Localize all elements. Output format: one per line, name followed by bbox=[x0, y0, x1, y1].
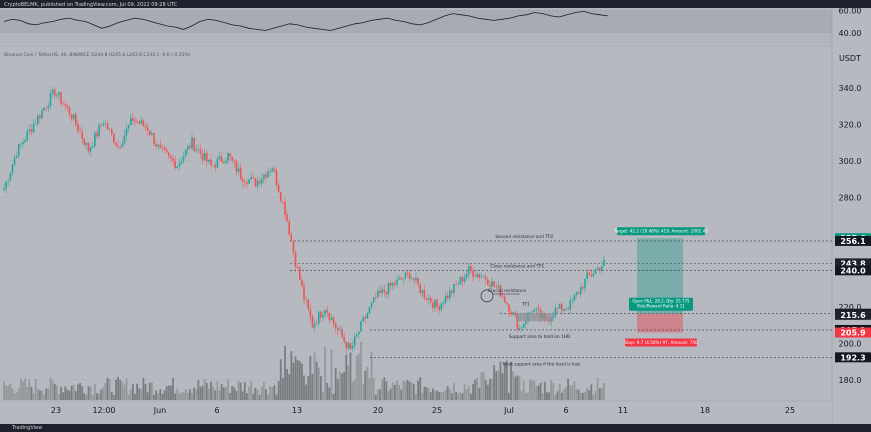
price-badge-label: 240.0 bbox=[840, 266, 866, 275]
rsi-band bbox=[0, 10, 832, 33]
y-axis-unit-label: USDT bbox=[839, 54, 861, 63]
price-tick-label: 200.0 bbox=[839, 339, 862, 348]
price-badge-label: 243.8 bbox=[840, 259, 866, 268]
time-tick-label: Jun bbox=[153, 406, 167, 415]
price-grid bbox=[0, 8, 833, 424]
target-label-box bbox=[617, 227, 705, 236]
time-tick-label: 6 bbox=[563, 406, 568, 415]
entry-label-pnl: Open P&L: 28.2, Qty: 25.775 bbox=[632, 299, 690, 304]
header-bar bbox=[0, 0, 871, 8]
candles bbox=[3, 86, 605, 353]
position-tool[interactable]: Target: 42.2 (19.48%) 419, Amount: 2002.… bbox=[613, 227, 708, 347]
volume-bars bbox=[3, 341, 605, 400]
time-tick-label: 25 bbox=[432, 406, 442, 415]
price-tick-label: 340.0 bbox=[839, 84, 862, 93]
level-label: Close resistance and TP1. bbox=[490, 263, 545, 269]
time-tick-label: 12:00 bbox=[92, 406, 115, 415]
annotation-crucial: Crucial resistance bbox=[488, 288, 527, 294]
price-badge-label: 256.1 bbox=[840, 237, 866, 246]
price-badge-label: 215.6 bbox=[840, 311, 866, 320]
resistance-circle bbox=[480, 289, 494, 303]
price-badge bbox=[835, 309, 871, 320]
rsi-panel: 60.00 40.00 bbox=[0, 6, 862, 47]
price-tick-label: 320.0 bbox=[839, 120, 862, 129]
price-badge-label: 192.3 bbox=[840, 353, 865, 362]
publisher-text: CryptoBELMK, published on TradingView.co… bbox=[4, 2, 178, 8]
price-badge bbox=[835, 265, 871, 276]
series-label: Binance Coin / TetherUS, 4h, BINANCE O24… bbox=[4, 52, 191, 58]
time-tick-label: 25 bbox=[785, 406, 795, 415]
stop-label-box bbox=[625, 338, 697, 347]
footer-brand: TradingView bbox=[11, 425, 42, 431]
annotations: Crucial resistance TF1 bbox=[480, 288, 554, 322]
price-tick-label: 220.0 bbox=[839, 303, 862, 312]
stop-label: Stop: 9.7 (4.50%) 97, Amount: 750 bbox=[624, 340, 698, 345]
rsi-tick-label: 60.00 bbox=[839, 6, 862, 15]
rsi-tick-label: 40.00 bbox=[839, 29, 862, 38]
time-tick-label: Jul bbox=[503, 406, 514, 415]
rsi-line bbox=[3, 10, 609, 31]
price-tick-label: 280.0 bbox=[839, 193, 862, 202]
entry-label-rr: Risk/Reward Ratio: 4.11 bbox=[637, 304, 685, 309]
level-label: Next support area if the level is lost. bbox=[503, 361, 581, 367]
time-tick-label: 23 bbox=[51, 406, 61, 415]
price-tick-label: 300.0 bbox=[839, 157, 862, 166]
price-badge bbox=[835, 327, 871, 338]
price-badge bbox=[835, 258, 871, 269]
time-axis[interactable]: 23 12:00 Jun 6 13 20 25 Jul 6 11 18 25 bbox=[0, 400, 832, 424]
price-axis[interactable]: 180.0200.0220.0280.0300.0320.0340.0257.6… bbox=[835, 84, 871, 385]
time-tick-label: 11 bbox=[618, 406, 628, 415]
price-badge bbox=[835, 352, 871, 363]
price-badge bbox=[835, 235, 871, 246]
price-tick-label: 180.0 bbox=[839, 376, 862, 385]
target-label: Target: 42.2 (19.48%) 419, Amount: 2002.… bbox=[613, 229, 708, 234]
level-label: Support area to hold on 1HB. bbox=[509, 334, 572, 340]
time-tick-label: 6 bbox=[214, 406, 219, 415]
time-tick-label: 20 bbox=[373, 406, 383, 415]
horizontal-levels[interactable]: Second resistance and TP2. Close resistan… bbox=[290, 234, 832, 367]
stop-zone bbox=[637, 313, 683, 333]
price-badge-label: 205.9 bbox=[840, 329, 866, 338]
support-box bbox=[516, 313, 554, 322]
time-tick-label: 18 bbox=[700, 406, 710, 415]
entry-label-box bbox=[629, 297, 693, 311]
level-label: Second resistance and TP2. bbox=[495, 234, 554, 240]
footer-bar bbox=[0, 424, 871, 432]
time-tick-label: 13 bbox=[292, 406, 302, 415]
annotation-tf1: TF1 bbox=[521, 301, 530, 307]
